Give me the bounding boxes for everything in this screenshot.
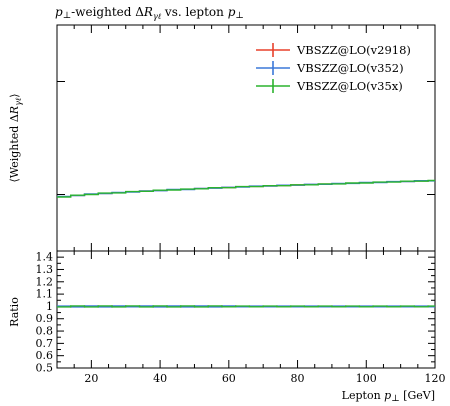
ratio-series-line-2 xyxy=(57,305,435,308)
ratio-series-group xyxy=(57,305,435,308)
ratio-y-tick-label: 1 xyxy=(46,300,53,313)
ratio-y-tick-label: 0.6 xyxy=(36,349,54,362)
x-tick-label: 20 xyxy=(84,372,98,385)
ratio-panel-frame xyxy=(56,250,436,369)
legend-label-0: VBSZZ@LO(v2918) xyxy=(296,43,411,57)
x-tick-label: 80 xyxy=(291,372,305,385)
main-y-axis-label: ⟨Weighted ΔRγℓ⟩ xyxy=(8,94,23,183)
main-series-line-1 xyxy=(57,180,435,198)
main-series-group xyxy=(57,179,435,198)
ratio-y-tick-label: 1.4 xyxy=(36,251,54,264)
main-axis-ticks xyxy=(56,25,436,251)
ratio-y-tick-label: 0.7 xyxy=(36,337,54,350)
ratio-y-tick-label: 1.2 xyxy=(36,275,54,288)
ratio-y-tick-label: 0.5 xyxy=(36,362,54,375)
x-tick-label: 40 xyxy=(153,372,167,385)
legend-label-2: VBSZZ@LO(v35x) xyxy=(296,79,403,93)
main-panel-frame xyxy=(56,24,436,252)
x-tick-label: 120 xyxy=(425,372,446,385)
ratio-axis-ticks: 20 40 60 80 100 120 0.50.60.70.80.911.11.21.31… xyxy=(36,250,446,385)
ratio-y-axis-label: Ratio xyxy=(8,297,21,327)
main-series-line-2 xyxy=(57,179,435,198)
ratio-y-tick-label: 0.9 xyxy=(36,312,54,325)
x-axis-label: Lepton p⊥ [GeV] xyxy=(342,389,435,404)
legend-label-1: VBSZZ@LO(v352) xyxy=(296,61,404,75)
ratio-y-tick-label: 0.8 xyxy=(36,325,54,338)
ratio-y-tick-label: 1.1 xyxy=(36,288,54,301)
chart-title: p⊥-weighted ΔRγℓ vs. lepton p⊥ xyxy=(55,5,244,21)
legend: VBSZZ@LO(v2918) VBSZZ@LO(v352) VBSZZ@LO(v3… xyxy=(256,43,411,93)
x-tick-label: 100 xyxy=(356,372,377,385)
ratio-y-tick-label: 1.3 xyxy=(36,263,54,276)
x-tick-label: 60 xyxy=(222,372,236,385)
